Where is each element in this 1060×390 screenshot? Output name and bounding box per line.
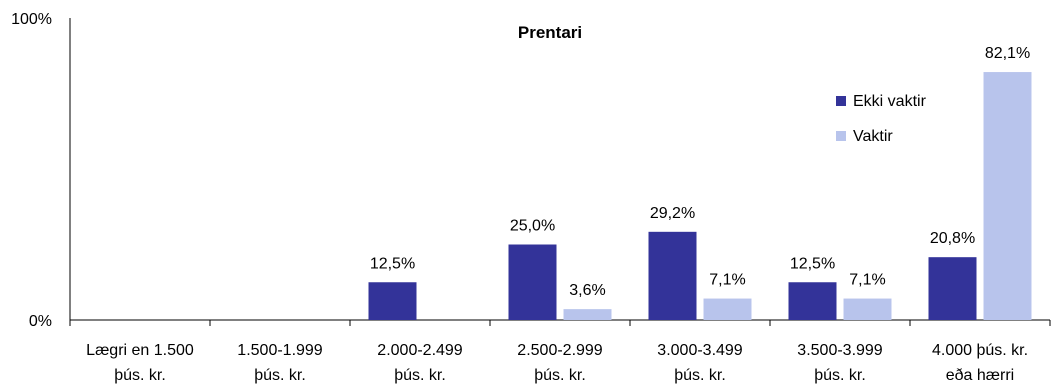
bar xyxy=(928,257,977,320)
x-tick-label: 3.500-3.999 xyxy=(797,342,883,359)
x-tick-label: þús. kr. xyxy=(534,367,586,384)
x-tick-label: þús. kr. xyxy=(394,367,446,384)
bar xyxy=(843,298,892,320)
chart-legend: Ekki vaktir Vaktir xyxy=(836,93,927,145)
data-label: 7,1% xyxy=(709,272,745,289)
bar xyxy=(648,231,697,320)
data-label: 29,2% xyxy=(650,205,695,222)
legend-label: Ekki vaktir xyxy=(853,93,927,110)
x-tick-label: 2.500-2.999 xyxy=(517,342,603,359)
legend-swatch xyxy=(836,96,846,106)
data-label: 12,5% xyxy=(790,255,835,272)
x-tick-label: þús. kr. xyxy=(114,367,166,384)
x-tick-label: 3.000-3.499 xyxy=(657,342,743,359)
legend-label: Vaktir xyxy=(853,128,893,145)
data-label: 20,8% xyxy=(930,230,975,247)
data-label: 25,0% xyxy=(510,218,555,235)
x-tick-label: Lægri en 1.500 xyxy=(86,342,194,359)
x-tick-label: 4.000 þús. kr. xyxy=(932,342,1028,359)
chart-title: Prentari xyxy=(518,23,582,42)
bar xyxy=(788,282,837,320)
bar xyxy=(983,72,1032,320)
legend-swatch xyxy=(836,131,846,141)
chart-axes: 0% 100% Lægri en 1.500 þús. kr. 1.500-1.999 þ… xyxy=(11,11,1051,384)
data-label: 7,1% xyxy=(849,272,885,289)
x-tick-label: þús. kr. xyxy=(674,367,726,384)
x-tick-label: þús. kr. xyxy=(814,367,866,384)
x-tick-label: eða hærri xyxy=(946,367,1014,384)
data-label: 82,1% xyxy=(985,45,1030,62)
data-label: 3,6% xyxy=(569,282,605,299)
y-tick-label: 0% xyxy=(29,313,52,330)
chart-bars: 12,5% 25,0% 29,2% 12,5% 20,8% 3,6% 7,1% 7,1% 82,… xyxy=(368,45,1032,320)
bar xyxy=(563,309,612,320)
data-label: 12,5% xyxy=(370,255,415,272)
x-tick-label: 2.000-2.499 xyxy=(377,342,463,359)
y-tick-label: 100% xyxy=(11,11,52,28)
bar xyxy=(368,282,417,320)
x-tick-label: 1.500-1.999 xyxy=(237,342,323,359)
bar xyxy=(508,244,557,320)
bar xyxy=(703,298,752,320)
x-tick-label: þús. kr. xyxy=(254,367,306,384)
